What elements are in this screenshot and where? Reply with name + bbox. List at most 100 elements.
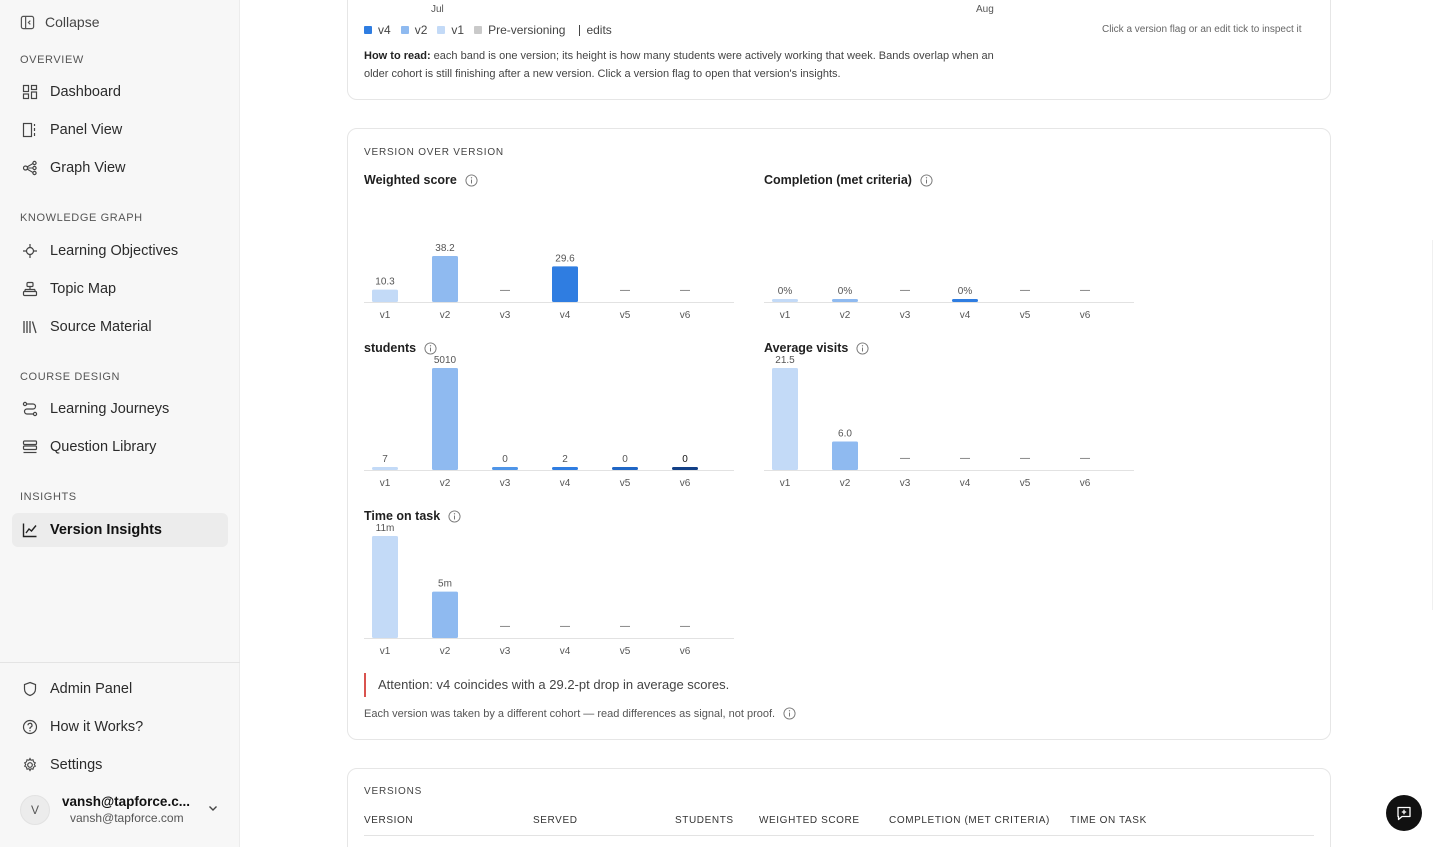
chart-data-label: 38.2 bbox=[435, 243, 455, 254]
info-icon[interactable] bbox=[783, 707, 796, 720]
info-icon[interactable] bbox=[465, 173, 478, 187]
sidebar-item-label: Topic Map bbox=[50, 281, 117, 297]
column-header[interactable]: TIME ON TASK bbox=[1070, 815, 1147, 826]
chart-tick-label: v4 bbox=[960, 310, 971, 321]
column-header[interactable]: SERVED bbox=[533, 815, 578, 826]
chart-data-label: 0 bbox=[502, 454, 508, 465]
chart-bar[interactable] bbox=[832, 441, 858, 470]
sidebar-item-label: How it Works? bbox=[50, 719, 144, 735]
scrollbar[interactable] bbox=[1432, 240, 1438, 610]
how-to-read: How to read: each band is one version; i… bbox=[364, 47, 1004, 83]
column-header[interactable]: WEIGHTED SCORE bbox=[759, 815, 860, 826]
chart-tick-label: v1 bbox=[780, 310, 791, 321]
sidebar-item-dashboard[interactable]: Dashboard bbox=[12, 75, 228, 109]
chart-bar[interactable] bbox=[432, 368, 458, 470]
metric-title-time-on-task: Time on task bbox=[364, 509, 461, 523]
shield-icon bbox=[23, 681, 37, 697]
chart-data-label: 0% bbox=[958, 286, 973, 297]
chart-bar[interactable] bbox=[952, 299, 978, 302]
info-icon[interactable] bbox=[920, 173, 933, 187]
line-chart-icon bbox=[22, 523, 37, 538]
user-menu[interactable]: V vansh@tapforce.c... vansh@tapforce.com bbox=[20, 790, 225, 830]
completion-chart: 0% v1 0% v2 — v3 0% v4 — v5 — v6 bbox=[764, 285, 1134, 321]
chart-bar[interactable] bbox=[772, 368, 798, 470]
legend-label: v4 bbox=[378, 23, 391, 37]
metric-title-completion: Completion (met criteria) bbox=[764, 173, 933, 187]
chart-data-label: — bbox=[560, 621, 570, 632]
cohort-footnote: Each version was taken by a different co… bbox=[364, 707, 796, 720]
chart-tick-label: v5 bbox=[1020, 310, 1031, 321]
sidebar-collapse-icon bbox=[20, 15, 35, 29]
metric-title-students: students bbox=[364, 341, 437, 355]
sidebar-item-question-library[interactable]: Question Library bbox=[12, 430, 228, 464]
chart-tick-label: v6 bbox=[680, 646, 691, 657]
legend-swatch bbox=[400, 26, 409, 34]
how-to-read-text: each band is one version; its height is … bbox=[364, 50, 994, 80]
sidebar-divider bbox=[0, 662, 240, 663]
legend-item: v2 bbox=[400, 23, 428, 37]
sidebar-item-version-insights[interactable]: Version Insights bbox=[12, 513, 228, 547]
chart-bar[interactable] bbox=[432, 591, 458, 638]
sidebar-item-topic-map[interactable]: Topic Map bbox=[12, 272, 228, 306]
column-header[interactable]: VERSION bbox=[364, 815, 414, 826]
chart-data-label: 11m bbox=[376, 523, 395, 534]
sidebar-item-how-it-works[interactable]: How it Works? bbox=[12, 710, 228, 744]
versions-card bbox=[347, 768, 1331, 847]
chart-tick-label: v4 bbox=[560, 310, 571, 321]
chart-bar[interactable] bbox=[372, 467, 398, 470]
chart-data-label: 0 bbox=[682, 454, 688, 465]
sidebar-item-label: Source Material bbox=[50, 319, 152, 335]
legend-label: v2 bbox=[414, 23, 428, 37]
chart-tick-label: v3 bbox=[500, 310, 511, 321]
chart-tick-label: v5 bbox=[620, 646, 631, 657]
sidebar-item-panel-view[interactable]: Panel View bbox=[12, 113, 228, 147]
chart-tick-label: v4 bbox=[560, 478, 571, 489]
info-icon[interactable] bbox=[448, 509, 461, 523]
chart-tick-label: v2 bbox=[840, 478, 851, 489]
chart-bar[interactable] bbox=[492, 467, 518, 470]
sidebar-item-settings[interactable]: Settings bbox=[12, 748, 228, 782]
chart-tick-label: v5 bbox=[1020, 478, 1031, 489]
sidebar-item-admin-panel[interactable]: Admin Panel bbox=[12, 672, 228, 706]
sidebar-item-graph-view[interactable]: Graph View bbox=[12, 151, 228, 185]
chart-bar[interactable] bbox=[772, 299, 798, 302]
chart-bar[interactable] bbox=[432, 256, 458, 302]
section-overview: OVERVIEW bbox=[20, 54, 84, 66]
metric-title-label: Weighted score bbox=[364, 173, 457, 187]
user-email: vansh@tapforce.com bbox=[70, 811, 184, 825]
chart-bar[interactable] bbox=[372, 289, 398, 302]
chart-bar[interactable] bbox=[612, 467, 638, 470]
feedback-button[interactable] bbox=[1386, 795, 1422, 831]
help-circle-icon bbox=[22, 719, 38, 735]
sidebar-item-source-material[interactable]: Source Material bbox=[12, 310, 228, 344]
chart-data-label: 0 bbox=[622, 454, 628, 465]
legend-label: Pre-versioning bbox=[488, 23, 566, 37]
question-library-icon bbox=[22, 440, 38, 454]
sidebar-item-label: Panel View bbox=[50, 122, 123, 138]
column-header[interactable]: STUDENTS bbox=[675, 815, 734, 826]
metric-title-weighted-score: Weighted score bbox=[364, 173, 478, 187]
chart-data-label: 29.6 bbox=[555, 253, 575, 264]
chart-data-label: — bbox=[1080, 453, 1090, 464]
sidebar-item-learning-journeys[interactable]: Learning Journeys bbox=[12, 392, 228, 426]
legend-item: v1 bbox=[437, 23, 464, 37]
chart-bar[interactable] bbox=[832, 299, 858, 302]
legend-item: Pre-versioning bbox=[474, 23, 565, 37]
section-title: VERSION OVER VERSION bbox=[364, 147, 504, 158]
chart-bar[interactable] bbox=[672, 467, 698, 470]
chart-data-label: 10.3 bbox=[375, 277, 395, 288]
chart-bar[interactable] bbox=[552, 467, 578, 470]
how-to-read-label: How to read: bbox=[364, 50, 431, 62]
collapse-button[interactable]: Collapse bbox=[20, 14, 99, 30]
chart-data-label: — bbox=[620, 285, 630, 296]
info-icon[interactable] bbox=[424, 341, 437, 355]
chart-bar[interactable] bbox=[372, 536, 398, 638]
legend-item-edits: edits bbox=[575, 23, 612, 37]
chart-bar[interactable] bbox=[552, 266, 578, 302]
info-icon[interactable] bbox=[856, 341, 869, 355]
sidebar-item-learning-objectives[interactable]: Learning Objectives bbox=[12, 234, 228, 268]
sidebar-item-label: Settings bbox=[50, 757, 103, 773]
gear-icon bbox=[23, 757, 37, 772]
chart-tick-label: v6 bbox=[680, 310, 691, 321]
column-header[interactable]: COMPLETION (MET CRITERIA) bbox=[889, 815, 1050, 826]
